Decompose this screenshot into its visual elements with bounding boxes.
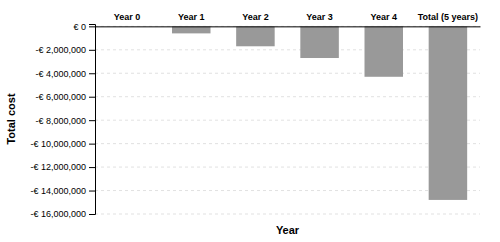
x-tick: Year 3 [306, 12, 333, 26]
y-axis-title: Total cost [5, 93, 17, 144]
grid-line [95, 120, 480, 121]
y-tick-mark [89, 214, 95, 215]
y-tick-mark [89, 97, 95, 98]
bar [429, 26, 468, 200]
bars [172, 26, 467, 200]
y-tick-label: -€ 8,000,000 [35, 116, 86, 126]
x-tick: Year 0 [114, 12, 141, 26]
y-axis: € 0 -€ 2,000,000 -€ 4,000,000 -€ 6,000,000 -… [30, 22, 95, 220]
y-tick: -€ 14,000,000 [30, 186, 95, 196]
grid-line [95, 167, 480, 168]
y-tick: -€ 16,000,000 [30, 209, 95, 219]
y-tick-label: -€ 6,000,000 [35, 92, 86, 102]
x-tick: Total (5 years) [418, 12, 478, 26]
y-tick-mark [89, 50, 95, 51]
x-tick-label: Total (5 years) [418, 12, 478, 22]
bar [365, 26, 404, 76]
y-tick: € 0 [73, 22, 95, 32]
plot: € 0 -€ 2,000,000 -€ 4,000,000 -€ 6,000,000 -… [30, 12, 480, 219]
x-tick-label: Year 0 [114, 12, 141, 22]
y-tick-mark [89, 120, 95, 121]
y-tick-label: -€ 16,000,000 [30, 209, 86, 219]
y-tick-label: € 0 [73, 22, 86, 32]
y-tick-label: -€ 10,000,000 [30, 139, 86, 149]
x-axis-line [96, 26, 481, 27]
x-tick: Year 1 [178, 12, 205, 26]
grid-line [95, 96, 480, 97]
chart: € 0 -€ 2,000,000 -€ 4,000,000 -€ 6,000,000 -… [0, 0, 500, 242]
grid-line [95, 190, 480, 191]
y-tick-mark [89, 144, 95, 145]
y-tick-mark [89, 26, 95, 27]
x-tick-label: Year 2 [242, 12, 269, 22]
bar [300, 26, 339, 58]
x-tick-label: Year 1 [178, 12, 205, 22]
x-axis-title: Year [276, 224, 300, 236]
y-tick-label: -€ 4,000,000 [35, 69, 86, 79]
grid-line [95, 143, 480, 144]
grid-line [95, 214, 480, 215]
bar [236, 26, 275, 46]
y-tick-mark [89, 167, 95, 168]
y-tick: -€ 10,000,000 [30, 139, 95, 149]
y-tick-mark [89, 191, 95, 192]
y-tick: -€ 6,000,000 [35, 92, 95, 102]
grid [95, 26, 480, 214]
y-axis-line [89, 25, 96, 215]
y-tick: -€ 8,000,000 [35, 116, 95, 126]
bar [172, 26, 211, 33]
x-tick: Year 4 [370, 12, 397, 26]
x-axis: Year 0 Year 1 Year 2 Year 3 Year 4 Total (5 y… [96, 12, 481, 26]
grid-line [95, 49, 480, 50]
x-tick-label: Year 3 [306, 12, 333, 22]
y-tick-label: -€ 12,000,000 [30, 162, 86, 172]
x-tick: Year 2 [242, 12, 269, 26]
grid-line [95, 26, 480, 27]
x-tick-label: Year 4 [370, 12, 397, 22]
y-tick-mark [89, 73, 95, 74]
y-tick: -€ 4,000,000 [35, 69, 95, 79]
y-tick-label: -€ 14,000,000 [30, 186, 86, 196]
y-tick: -€ 12,000,000 [30, 162, 95, 172]
grid-line [95, 73, 480, 74]
y-tick-label: -€ 2,000,000 [35, 45, 86, 55]
y-tick: -€ 2,000,000 [35, 45, 95, 55]
